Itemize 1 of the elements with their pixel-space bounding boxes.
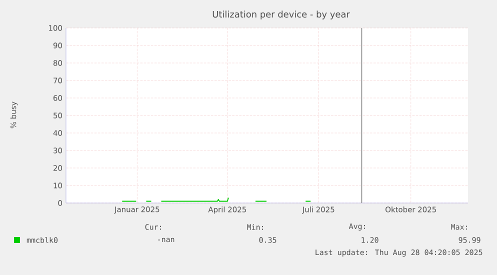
- chart-title: Utilization per device - by year: [212, 10, 350, 20]
